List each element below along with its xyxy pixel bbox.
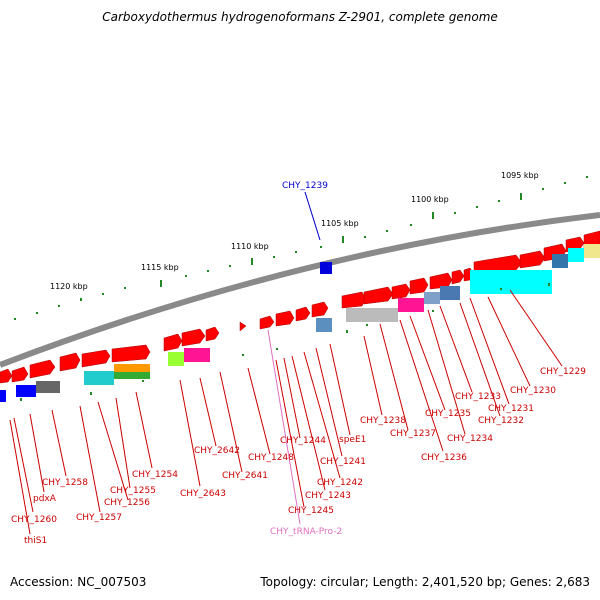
gene-label[interactable]: CHY_1233 [455,392,501,402]
tick-label: 1115 kbp [141,263,179,272]
tick-label: 1095 kbp [501,171,539,180]
gene-label[interactable]: thiS1 [24,536,47,546]
inner-ticks [20,283,550,401]
gene-label[interactable]: CHY_2643 [180,489,226,499]
gene-blocks [0,244,600,402]
gene-label[interactable]: CHY_1248 [248,453,294,463]
gene-label[interactable]: CHY_1260 [11,515,57,525]
gene-label[interactable]: CHY_1236 [421,453,467,463]
highlight-gene-label[interactable]: CHY_1239 [282,181,328,191]
gene-label[interactable]: CHY_1238 [360,416,406,426]
gene-label[interactable]: CHY_1231 [488,404,534,414]
tick-label: 1100 kbp [411,195,449,204]
gene-label[interactable]: CHY_2641 [222,471,268,481]
gene-label[interactable]: CHY_1257 [76,513,122,523]
map-title: Carboxydothermus hydrogenoformans Z-2901… [102,10,498,24]
tick-label: 1105 kbp [321,219,359,228]
gene-label[interactable]: CHY_1255 [110,486,156,496]
genome-summary-text: Topology: circular; Length: 2,401,520 bp… [260,575,590,589]
gene-label[interactable]: CHY_1237 [390,429,436,439]
gene-label[interactable]: CHY_1245 [288,506,334,516]
tick-label: 1120 kbp [50,282,88,291]
gene-label[interactable]: CHY_1254 [132,470,178,480]
gene-label[interactable]: CHY_1229 [540,367,586,377]
callout-line-highlight [304,191,321,241]
gene-label[interactable]: CHY_1230 [510,386,556,396]
tick-label: 1110 kbp [231,242,269,251]
gene-label[interactable]: CHY_1242 [317,478,363,488]
gene-label[interactable]: CHY_1235 [425,409,471,419]
genome-backbone [0,212,600,368]
gene-label[interactable]: CHY_1232 [478,416,524,426]
gene-label[interactable]: CHY_1244 [280,436,326,446]
gene-label[interactable]: CHY_2642 [194,446,240,456]
gene-label[interactable]: speE1 [339,435,366,445]
gene-label[interactable]: CHY_1234 [447,434,493,444]
gene-label-trna[interactable]: CHY_tRNA-Pro-2 [270,527,342,537]
callout-line-trna [267,329,301,525]
gene-label[interactable]: CHY_1243 [305,491,351,501]
gene-label[interactable]: pdxA [33,494,57,504]
forward-genes [0,230,600,384]
gene-label[interactable]: CHY_1256 [104,498,150,508]
scale-dots [14,176,588,320]
gene-label[interactable]: CHY_1241 [320,457,366,467]
callout-lines [9,289,563,535]
gene-label[interactable]: CHY_1258 [42,478,88,488]
accession-text: Accession: NC_007503 [10,575,147,589]
